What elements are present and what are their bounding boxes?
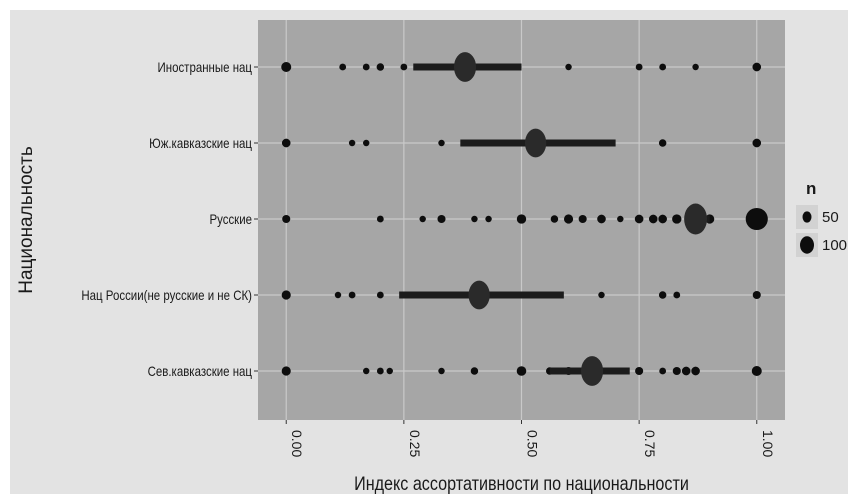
data-point (348, 139, 356, 147)
data-point (438, 139, 445, 147)
data-point (634, 214, 644, 224)
data-point (386, 367, 393, 375)
data-point (376, 215, 384, 223)
data-point (673, 291, 681, 299)
y-tick-label: Нац России(не русские и не СК) (81, 287, 252, 303)
estimate-point (684, 203, 708, 235)
data-point (751, 365, 762, 377)
data-point (282, 214, 291, 224)
size-legend: n 50 100 (796, 179, 847, 257)
data-point (692, 63, 699, 71)
x-tick-label: 0.25 (407, 430, 423, 457)
data-point (470, 367, 479, 375)
data-point (658, 291, 667, 299)
data-point (752, 138, 762, 148)
data-point (691, 366, 700, 376)
data-point (363, 367, 370, 375)
data-point (659, 63, 667, 71)
data-point (745, 207, 768, 231)
data-point (617, 215, 624, 223)
y-tick-label: Сев.кавказские нац (148, 363, 253, 379)
data-point (281, 138, 291, 148)
data-point (658, 214, 667, 224)
data-point (348, 291, 356, 299)
data-point (437, 214, 446, 224)
legend-symbol (800, 236, 814, 254)
axis-ticks: 0.00 0.25 0.50 0.75 1.00 Иностранные нац Юж.ка… (81, 59, 775, 458)
data-point (376, 291, 384, 299)
data-point (339, 63, 347, 71)
data-point (363, 139, 370, 147)
data-point (578, 214, 587, 224)
data-point (598, 291, 605, 299)
estimate-point (453, 52, 477, 82)
data-point (563, 214, 574, 224)
data-point (485, 215, 492, 223)
legend-title: n (806, 179, 816, 198)
estimate-point (524, 128, 547, 158)
data-marks (281, 52, 768, 386)
data-point (376, 367, 384, 375)
y-tick-label: Юж.кавказские нац (149, 135, 252, 151)
legend-symbol (802, 211, 812, 223)
legend-label: 100 (822, 237, 847, 254)
x-tick-label: 0.75 (642, 430, 658, 457)
x-tick-label: 1.00 (760, 430, 776, 457)
data-point (516, 366, 527, 376)
data-point (597, 214, 606, 224)
y-tick-label: Иностранные нац (157, 59, 252, 75)
data-point (752, 290, 761, 300)
data-point (471, 215, 478, 223)
data-point (659, 367, 667, 375)
data-point (635, 63, 643, 71)
data-point (334, 291, 342, 299)
x-tick-label: 0.00 (289, 430, 305, 457)
data-point (281, 366, 291, 376)
data-point (362, 63, 370, 71)
data-point (752, 62, 762, 72)
data-point (550, 215, 559, 223)
estimate-point (468, 280, 490, 310)
data-point (672, 366, 681, 376)
data-point (565, 63, 572, 71)
data-point (681, 366, 691, 376)
y-tick-label: Русские (209, 211, 252, 227)
legend-label: 50 (822, 209, 839, 226)
data-point (376, 63, 385, 71)
data-point (516, 214, 527, 224)
data-point (648, 214, 658, 224)
y-axis-title: Национальность (16, 146, 37, 294)
x-axis-title: Индекс ассортативности по национальности (354, 473, 689, 495)
data-point (281, 290, 291, 300)
data-point (419, 215, 426, 223)
data-point (281, 61, 292, 73)
data-point (400, 63, 408, 71)
data-point (658, 139, 667, 147)
data-point (672, 214, 682, 224)
x-tick-label: 0.50 (525, 430, 541, 457)
data-point (438, 367, 445, 375)
data-point (635, 366, 644, 376)
estimate-point (581, 356, 604, 386)
